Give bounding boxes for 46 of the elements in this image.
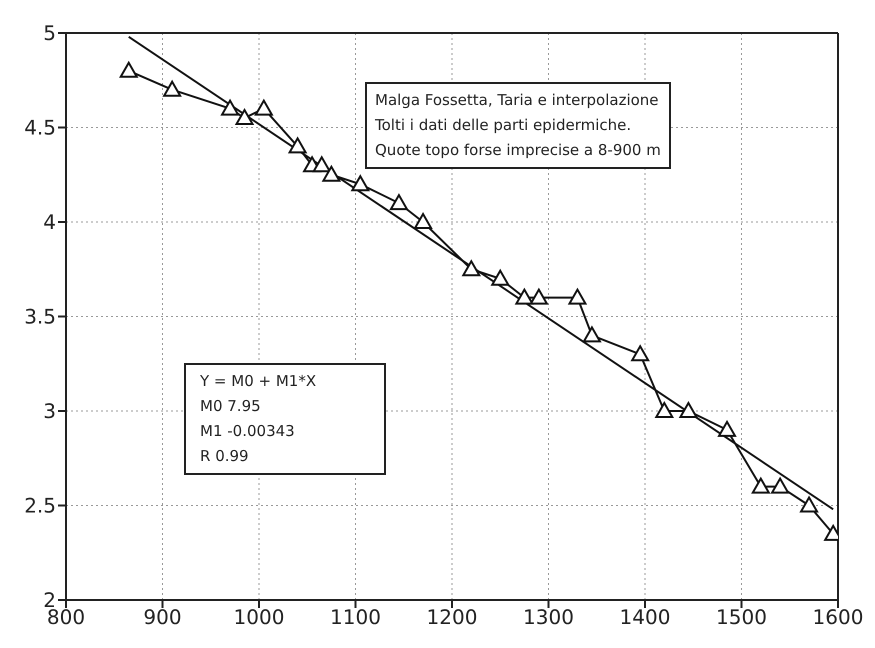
point	[655, 402, 674, 418]
x-tick-label: 1500	[716, 605, 767, 630]
x-tick-label: 1000	[234, 605, 284, 630]
point	[752, 478, 770, 494]
point	[679, 402, 698, 418]
y-tick-label: 2.5	[24, 494, 56, 518]
x-tick-label: 1200	[426, 605, 478, 630]
annotation: M0 7.95	[200, 396, 262, 417]
point	[568, 288, 586, 305]
y-tick-label: 3	[43, 399, 56, 424]
y-tick-label: 3.5	[24, 304, 56, 329]
point	[631, 345, 650, 362]
annotation: Malga Fossetta, Taria e interpolazione	[375, 90, 660, 111]
point	[582, 326, 601, 342]
annotation: R 0.99	[200, 446, 250, 467]
x-tick-label: 1100	[330, 605, 381, 630]
point	[414, 213, 432, 229]
point	[491, 270, 510, 286]
x-tick-label: 900	[143, 605, 182, 630]
point	[530, 288, 548, 305]
x-tick-label: 1300	[523, 605, 574, 630]
point	[771, 478, 790, 494]
point	[390, 194, 408, 210]
point	[254, 100, 273, 116]
point	[718, 420, 736, 437]
x-tick-label: 1400	[620, 605, 670, 630]
point	[163, 80, 182, 97]
y-tick-label: 5	[43, 21, 56, 46]
point	[288, 137, 307, 154]
y-tick-label: 4.5	[24, 116, 56, 140]
annotation: Y = M0 + M1*X	[200, 371, 318, 392]
annotation: Tolti i dati delle parti epidermiche.	[375, 115, 632, 136]
point	[351, 175, 370, 192]
point	[312, 156, 331, 172]
x-tick-label: 1600	[812, 605, 864, 630]
point	[221, 100, 240, 116]
annotation: Quote topo forse imprecise a 8-900 m	[375, 140, 661, 161]
point	[515, 288, 534, 305]
point	[462, 260, 480, 276]
y-tick-label: 4	[43, 210, 56, 234]
point	[800, 496, 818, 512]
point	[322, 166, 340, 182]
annotation: M1 -0.00343	[200, 421, 296, 442]
text-box: Malga Fossetta, Taria e interpolazione Tolti i dati delle parti epidermiche. Quote topo forse imprecise a 8-900 m	[365, 82, 671, 169]
point	[236, 109, 254, 126]
point	[120, 62, 138, 78]
